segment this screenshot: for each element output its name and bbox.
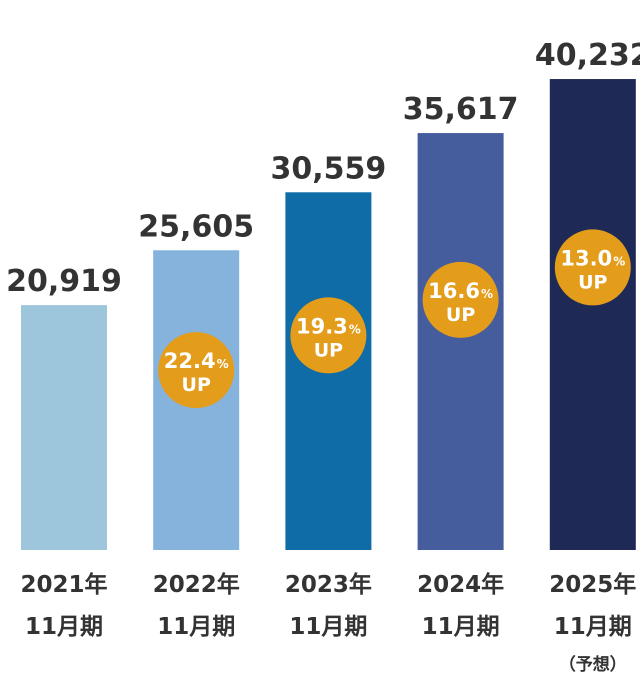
growth-rate-unit-4: % [481,287,493,301]
growth-rate-2: 22.4% [164,349,229,373]
growth-rate-unit-3: % [349,322,361,336]
growth-rate-3: 19.3% [296,314,361,338]
category-year-3: 2023年 [285,571,372,598]
value-label-2: 25,605 [138,209,254,244]
growth-up-label-4: UP [446,304,475,326]
category-period-4: 11月期 [422,614,500,640]
category-note-5: （予想） [559,654,627,675]
category-period-1: 11月期 [25,614,103,640]
growth-rate-unit-2: % [217,357,229,371]
category-year-1: 2021年 [20,571,107,598]
growth-badge-2 [158,332,235,409]
growth-up-label-2: UP [182,374,211,396]
category-year-5: 2025年 [549,571,636,598]
category-year-4: 2024年 [417,571,504,598]
category-year-2: 2022年 [153,571,240,598]
growth-up-label-5: UP [578,271,607,293]
bar-4 [417,133,504,551]
growth-rate-value-5: 13.0 [560,246,612,270]
value-label-1: 20,919 [6,264,122,299]
bar-5 [549,79,636,551]
growth-rate-value-2: 22.4 [164,349,216,373]
growth-rate-4: 16.6% [428,279,493,303]
value-label-4: 35,617 [403,92,519,127]
growth-up-label-3: UP [314,339,343,361]
growth-badge-4 [422,261,499,338]
category-period-3: 11月期 [289,614,367,640]
growth-badge-3 [290,297,367,374]
value-label-5: 40,232 [535,38,640,73]
growth-rate-5: 13.0% [560,246,625,270]
growth-badge-5 [554,229,631,306]
growth-rate-unit-5: % [613,254,625,268]
growth-rate-value-3: 19.3 [296,314,348,338]
bar-1 [21,305,107,550]
growth-rate-value-4: 16.6 [428,279,480,303]
value-label-3: 30,559 [271,151,387,186]
category-period-2: 11月期 [157,614,235,640]
category-period-5: 11月期 [554,614,632,640]
